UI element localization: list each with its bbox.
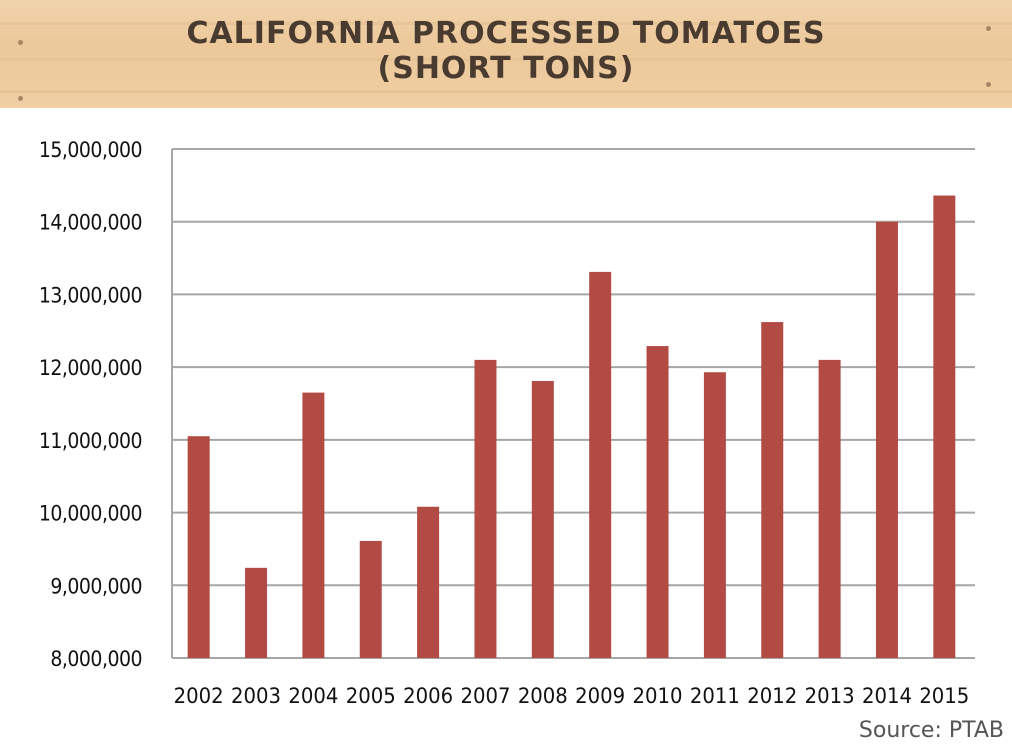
nail-icon: [986, 26, 991, 31]
bar-2009: [589, 271, 612, 658]
x-tick-label: 2004: [288, 684, 338, 708]
y-tick-label: 9,000,000: [50, 574, 142, 598]
bar-2007: [474, 359, 497, 658]
wood-header-banner: CALIFORNIA PROCESSED TOMATOES (SHORT TON…: [0, 0, 1012, 108]
chart-title-line-1: CALIFORNIA PROCESSED TOMATOES: [186, 16, 826, 51]
chart-title: CALIFORNIA PROCESSED TOMATOES (SHORT TON…: [0, 16, 1012, 86]
y-tick-label: 8,000,000: [50, 647, 142, 671]
bar-2006: [417, 506, 440, 658]
x-tick-label: 2012: [747, 684, 797, 708]
x-tick-label: 2008: [518, 684, 568, 708]
wood-grain: [0, 58, 1012, 61]
x-tick-label: 2005: [346, 684, 396, 708]
x-tick-label: 2015: [919, 684, 969, 708]
bar-2005: [359, 540, 382, 658]
y-tick-label: 11,000,000: [39, 429, 142, 453]
x-tick-label: 2014: [862, 684, 912, 708]
bar-2015: [933, 195, 956, 658]
bar-2011: [703, 372, 726, 658]
x-tick-label: 2006: [403, 684, 453, 708]
bar-2003: [245, 567, 268, 658]
x-tick-label: 2013: [805, 684, 855, 708]
x-tick-label: 2010: [633, 684, 683, 708]
nail-icon: [18, 40, 23, 45]
y-tick-label: 13,000,000: [39, 283, 142, 307]
y-tick-label: 12,000,000: [39, 356, 142, 380]
nail-icon: [18, 96, 23, 101]
bar-2002: [187, 436, 210, 658]
x-tick-label: 2007: [460, 684, 510, 708]
chart-title-line-2: (SHORT TONS): [377, 51, 635, 86]
x-tick-label: 2009: [575, 684, 625, 708]
source-note: Source: PTAB: [858, 718, 1004, 743]
x-tick-label: 2002: [174, 684, 224, 708]
bar-2008: [531, 380, 554, 658]
y-tick-label: 15,000,000: [39, 138, 142, 162]
nail-icon: [986, 82, 991, 87]
bar-2012: [761, 322, 784, 658]
bar-2014: [875, 221, 898, 658]
y-tick-label: 14,000,000: [39, 211, 142, 235]
bar-2013: [818, 359, 841, 658]
wood-grain: [0, 90, 1012, 93]
x-tick-label: 2003: [231, 684, 281, 708]
bar-2010: [646, 346, 669, 658]
bar-2004: [302, 392, 325, 658]
x-tick-label: 2011: [690, 684, 740, 708]
y-tick-label: 10,000,000: [39, 502, 142, 526]
wood-grain: [0, 22, 1012, 25]
